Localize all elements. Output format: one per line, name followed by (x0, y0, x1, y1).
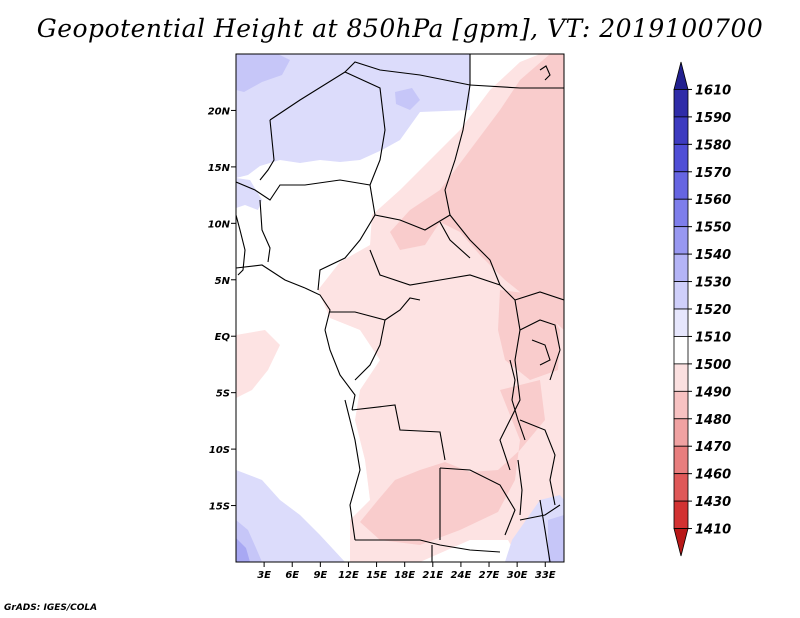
colorbar-label: 1480 (695, 413, 731, 428)
colorbar-swatch (674, 227, 688, 254)
lon-tick-label: 18E (394, 570, 415, 581)
colorbar-label: 1510 (695, 330, 731, 345)
colorbar-swatch (674, 309, 688, 336)
colorbar-swatch (674, 446, 688, 473)
colorbar-swatch (674, 474, 688, 501)
colorbar-swatch (674, 501, 688, 528)
lon-tick-label: 21E (422, 570, 443, 581)
lon-tick-label: 15E (366, 570, 387, 581)
colorbar-label: 1540 (695, 248, 731, 263)
lat-tick-label: 20N (208, 106, 231, 117)
latitude-axis: 20N 15N 10N 5N EQ 5S 10S 15S (208, 106, 236, 512)
colorbar-label: 1410 (695, 523, 731, 538)
lat-tick-label: 15N (208, 163, 231, 174)
lon-tick-label: 24E (451, 570, 472, 581)
lat-tick-label: 10S (209, 445, 230, 456)
lat-tick-label: 10N (208, 219, 231, 230)
colorbar-swatch (674, 254, 688, 281)
lon-tick-label: 6E (285, 570, 299, 581)
colorbar-label: 1610 (695, 83, 731, 98)
colorbar-label: 1470 (695, 440, 731, 455)
colorbar-swatch (674, 391, 688, 418)
colorbar-label: 1590 (695, 111, 731, 126)
colorbar-label: 1560 (695, 193, 731, 208)
lon-tick-label: 27E (479, 570, 500, 581)
colorbar-swatch (674, 336, 688, 363)
longitude-axis: 3E 6E 9E 12E 15E 18E 21E 24E 27E 30E 33E (257, 562, 556, 581)
credit-text: GrADS: IGES/COLA (4, 603, 97, 613)
colorbar-label: 1530 (695, 276, 731, 291)
colorbar-swatch (674, 89, 688, 116)
lat-tick-label: 5N (215, 276, 231, 287)
colorbar-arrow-bottom (674, 529, 688, 556)
lat-tick-label: EQ (215, 332, 231, 343)
lat-tick-label: 5S (216, 389, 230, 400)
lon-tick-label: 12E (338, 570, 359, 581)
colorbar-swatch (674, 172, 688, 199)
lon-tick-label: 3E (257, 570, 271, 581)
colorbar-swatch (674, 364, 688, 391)
colorbar: 1610 1590 1580 1570 1560 1550 1540 1530 1520 1510… (674, 62, 731, 556)
height-field (236, 54, 564, 562)
colorbar-arrow-top (674, 62, 688, 89)
colorbar-swatch (674, 199, 688, 226)
lon-tick-label: 33E (535, 570, 556, 581)
lon-tick-label: 30E (507, 570, 528, 581)
colorbar-swatch (674, 144, 688, 171)
colorbar-label: 1550 (695, 221, 731, 236)
field-blue-deep-se (548, 515, 564, 562)
colorbar-label: 1430 (695, 495, 731, 510)
colorbar-label: 1570 (695, 166, 731, 181)
colorbar-label: 1520 (695, 303, 731, 318)
map-figure: 20N 15N 10N 5N EQ 5S 10S 15S 3E 6E 9E 12E 15E 18E 21E… (0, 0, 800, 618)
colorbar-label: 1580 (695, 138, 731, 153)
colorbar-label: 1460 (695, 468, 731, 483)
colorbar-swatch (674, 419, 688, 446)
colorbar-swatch (674, 282, 688, 309)
colorbar-label: 1490 (695, 385, 731, 400)
lat-tick-label: 15S (209, 502, 230, 513)
colorbar-label: 1500 (695, 358, 731, 373)
colorbar-swatch (674, 117, 688, 144)
lon-tick-label: 9E (313, 570, 327, 581)
